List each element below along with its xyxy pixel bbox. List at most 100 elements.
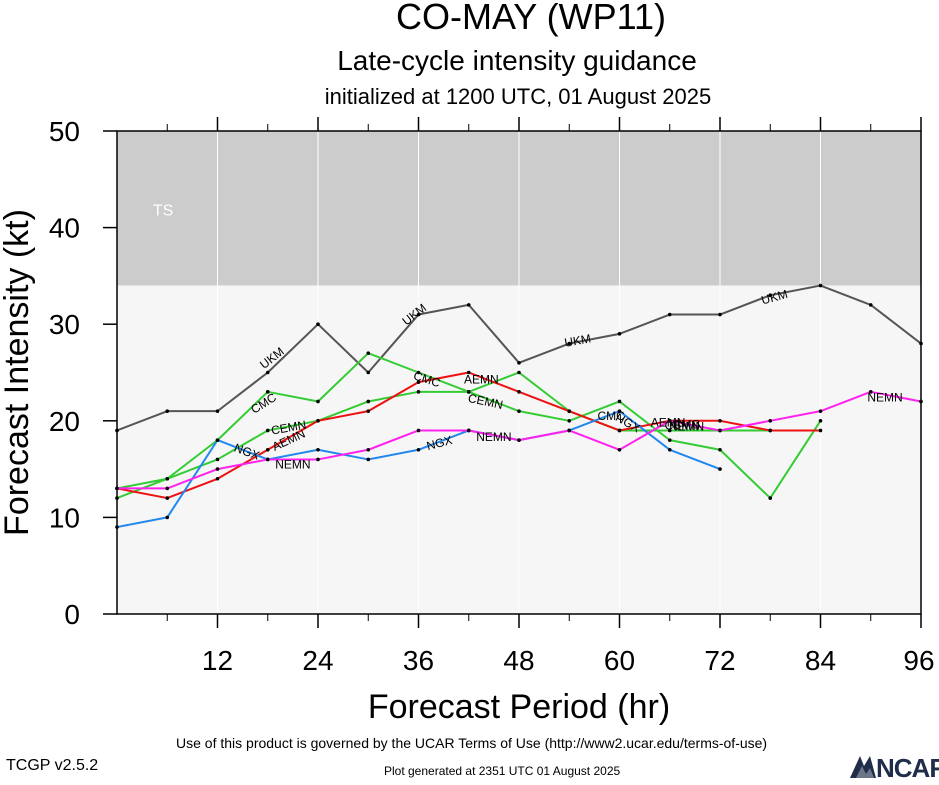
data-point-cmc — [667, 428, 672, 433]
line-label-text: UKM — [760, 287, 789, 307]
y-tick-label: 10 — [49, 502, 80, 533]
data-point-cemn — [366, 399, 371, 404]
data-point-cemn — [416, 390, 421, 394]
data-point-ukm — [466, 303, 471, 307]
data-point-ukm — [265, 370, 270, 375]
data-point-cemn — [165, 476, 170, 481]
x-tick-label: 36 — [403, 645, 434, 676]
y-tick-label: 0 — [64, 599, 80, 630]
data-point-aemn — [718, 419, 722, 423]
line-label: CEMN — [270, 418, 307, 438]
data-point-ukm — [215, 409, 220, 413]
data-point-nemn — [265, 457, 270, 462]
data-point-cmc — [366, 351, 371, 355]
line-label: UKM — [760, 287, 789, 307]
ncar-logo: NCAR — [848, 752, 939, 783]
data-point-aemn — [567, 409, 572, 413]
line-label: NGX — [425, 433, 454, 453]
data-point-nemn — [366, 447, 371, 452]
x-tick-label: 84 — [805, 645, 836, 676]
y-axis-label: Forecast Intensity (kt) — [0, 209, 36, 536]
data-point-cmc — [265, 390, 270, 394]
band-label: TS — [153, 202, 173, 219]
data-point-aemn — [316, 419, 320, 423]
x-axis-label: Forecast Period (hr) — [368, 688, 670, 726]
ncar-logo-icon — [850, 756, 876, 778]
line-label-text: CEMN — [270, 418, 307, 438]
x-tick-label: 12 — [202, 645, 233, 676]
generated-time: Plot generated at 2351 UTC 01 August 202… — [384, 764, 621, 778]
data-point-ukm — [165, 409, 170, 413]
data-point-nemn — [718, 428, 722, 433]
data-point-cemn — [818, 419, 823, 423]
data-point-cemn — [265, 428, 270, 433]
data-point-aemn — [366, 409, 371, 413]
data-point-ngx — [316, 447, 320, 452]
data-point-nemn — [165, 486, 170, 491]
data-point-ngx — [416, 447, 421, 452]
init-time: initialized at 1200 UTC, 01 August 2025 — [324, 84, 712, 109]
data-point-aemn — [165, 496, 170, 500]
line-label: NEMN — [867, 391, 902, 405]
ncar-logo-text: NCAR — [876, 753, 939, 783]
data-point-ngx — [718, 467, 722, 471]
data-point-cemn — [768, 496, 773, 500]
data-point-aemn — [265, 447, 270, 452]
data-point-aemn — [416, 380, 421, 384]
line-label: CMC — [673, 418, 701, 432]
line-label-text: CEMN — [665, 419, 700, 433]
line-label: AEMN — [651, 416, 686, 430]
line-label-text: AEMN — [464, 372, 499, 386]
line-label: NEMN — [275, 457, 310, 471]
line-label: CEMN — [665, 419, 700, 433]
line-label-text: NEMN — [867, 391, 902, 405]
data-point-ukm — [667, 312, 672, 317]
data-point-cmc — [517, 370, 521, 375]
y-tick-label: 30 — [49, 309, 80, 340]
data-point-cemn — [215, 457, 220, 462]
chart-subtitle: Late-cycle intensity guidance — [337, 45, 697, 76]
data-point-aemn — [818, 428, 823, 433]
data-point-nemn — [818, 409, 823, 413]
data-point-nemn — [215, 467, 220, 471]
line-label: CMC — [597, 409, 625, 423]
line-label-text: NEMN — [669, 420, 704, 434]
line-label-text: AEMN — [651, 416, 686, 430]
data-point-ngx — [215, 438, 220, 442]
data-point-ngx — [617, 409, 622, 413]
data-point-nemn — [316, 457, 320, 462]
data-point-nemn — [768, 419, 773, 423]
x-tick-label: 72 — [704, 645, 735, 676]
axis-ticks: 0 10 20 30 40 50 12 24 36 48 60 72 84 96 — [49, 116, 935, 676]
data-point-ukm — [517, 361, 521, 365]
line-label-text: CMC — [673, 418, 701, 432]
data-point-ngx — [667, 447, 672, 452]
data-point-cemn — [667, 438, 672, 442]
data-point-ukm — [366, 370, 371, 375]
data-point-aemn — [617, 428, 622, 433]
x-tick-label: 96 — [903, 645, 934, 676]
data-point-cemn — [718, 447, 722, 452]
line-label-text: NEMN — [275, 457, 310, 471]
series-layer — [115, 283, 923, 529]
data-point-ukm — [818, 283, 823, 288]
data-point-nemn — [416, 428, 421, 433]
data-point-nemn — [466, 428, 471, 433]
data-point-nemn — [567, 428, 572, 433]
data-point-ukm — [416, 312, 421, 317]
data-point-ukm — [316, 322, 320, 327]
data-point-cemn — [517, 409, 521, 413]
line-label: NEMN — [476, 430, 511, 444]
version-label: TCGP v2.5.2 — [6, 757, 99, 774]
x-tick-label: 24 — [302, 645, 333, 676]
data-point-nemn — [517, 438, 521, 442]
line-label: UKM — [563, 331, 592, 349]
data-point-nemn — [667, 419, 672, 423]
data-point-aemn — [466, 370, 471, 375]
terms-of-use-text: Use of this product is governed by the U… — [176, 735, 768, 751]
x-tick-label: 48 — [503, 645, 534, 676]
data-point-aemn — [768, 428, 773, 433]
line-label-text: NGX — [425, 433, 454, 453]
data-point-ukm — [868, 303, 873, 307]
